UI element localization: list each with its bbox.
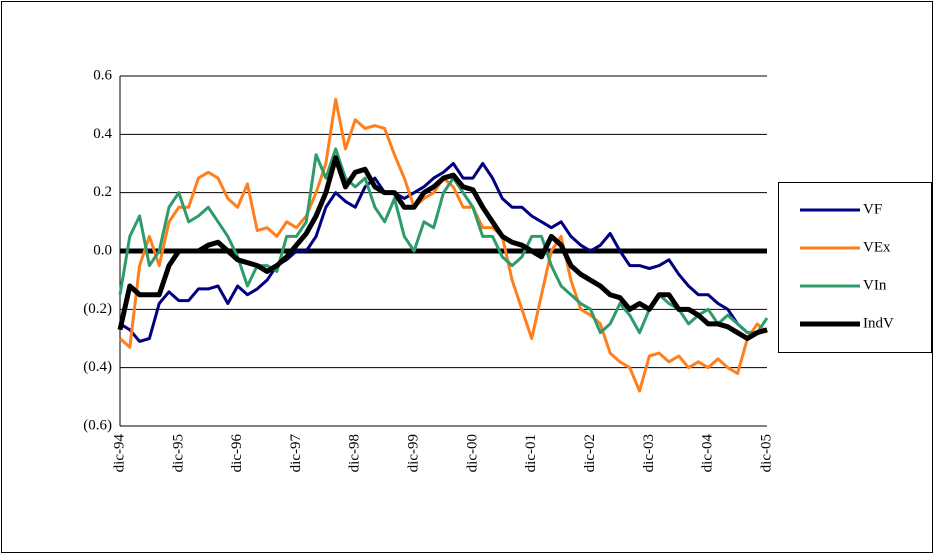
x-tick-label: dic-99 [406,434,422,472]
y-tick-label: 0.6 [93,67,112,83]
x-tick-label: dic-98 [347,434,363,472]
x-tick-label: dic-97 [288,434,304,473]
legend-label: VEx [863,239,891,255]
x-tick-label: dic-03 [641,434,657,472]
legend-label: VIn [863,277,887,293]
x-tick-label: dic-95 [170,434,186,472]
series-line [117,155,768,341]
x-tick-label: dic-02 [582,434,598,472]
x-tick-label: dic-04 [700,434,716,473]
y-tick-label: (0.2) [83,301,112,317]
x-tick-label: dic-94 [111,434,127,473]
x-tick-label: dic-00 [464,434,480,472]
y-tick-label: 0.2 [93,184,112,200]
x-tick-label: dic-01 [523,434,539,472]
y-tick-label: (0.6) [83,417,112,433]
y-tick-label: 0.4 [93,126,112,142]
legend-label: IndV [863,315,894,331]
legend-label: VF [863,201,882,217]
y-tick-label: (0.4) [83,359,112,375]
x-tick-label: dic-05 [758,434,774,472]
x-tick-label: dic-96 [229,434,245,473]
y-tick-label: 0.0 [93,242,112,258]
series-line [119,162,768,343]
legend-box [778,182,932,353]
